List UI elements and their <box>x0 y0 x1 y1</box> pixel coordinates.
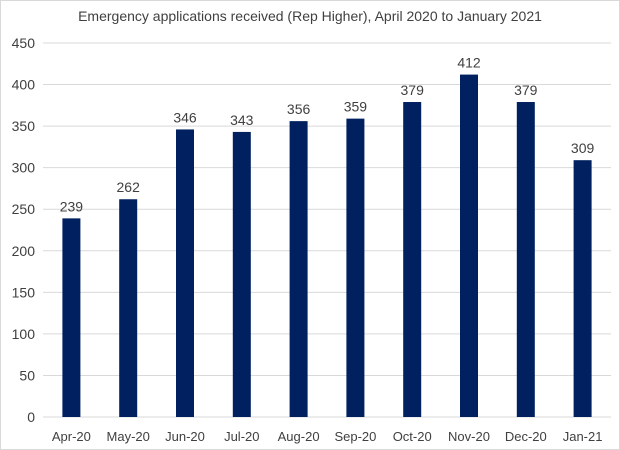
x-tick-label: Aug-20 <box>278 429 320 444</box>
y-tick-label: 200 <box>12 243 36 259</box>
data-label: 239 <box>60 198 84 214</box>
bar-Jun-20 <box>176 129 194 418</box>
y-tick-label: 150 <box>12 284 36 300</box>
y-tick-label: 400 <box>12 77 36 93</box>
bar-Aug-20 <box>289 121 308 417</box>
y-tick-label: 350 <box>12 118 36 134</box>
data-label: 412 <box>457 55 481 71</box>
chart-title: Emergency applications received (Rep Hig… <box>78 8 542 24</box>
x-tick-label: Jul-20 <box>224 429 259 444</box>
bar-May-20 <box>119 199 138 417</box>
x-axis: Apr-20 May-20 Jun-20 Jul-20 Aug-20 Sep-20 Oct-… <box>52 429 603 444</box>
y-tick-label: 300 <box>12 160 36 176</box>
data-label: 356 <box>287 101 311 117</box>
data-label: 379 <box>401 82 425 98</box>
data-label: 262 <box>117 179 141 195</box>
x-tick-label: May-20 <box>107 429 150 444</box>
y-tick-label: 100 <box>12 326 36 342</box>
bar-Dec-20 <box>516 102 535 418</box>
data-label: 346 <box>173 109 197 125</box>
x-tick-label: Apr-20 <box>52 429 91 444</box>
x-tick-label: Jun-20 <box>165 429 205 444</box>
data-labels: 239 262 346 343 356 359 379 412 379 309 <box>60 55 595 215</box>
x-tick-label: Sep-20 <box>334 429 376 444</box>
x-tick-label: Jan-21 <box>563 429 603 444</box>
bar-Jan-21 <box>573 160 592 418</box>
bars <box>62 74 592 418</box>
data-label: 309 <box>571 140 595 156</box>
bar-Nov-20 <box>460 74 478 418</box>
bar-Jul-20 <box>232 131 251 417</box>
bar-Oct-20 <box>403 102 422 418</box>
y-axis: 0 50 100 150 200 250 300 350 400 450 <box>12 35 36 425</box>
x-tick-label: Nov-20 <box>448 429 490 444</box>
y-tick-label: 250 <box>12 201 36 217</box>
data-label: 379 <box>514 82 538 98</box>
y-tick-label: 50 <box>19 367 35 383</box>
y-tick-label: 0 <box>27 409 35 425</box>
gridlines <box>43 42 611 418</box>
bar-Sep-20 <box>346 118 365 418</box>
x-tick-label: Dec-20 <box>505 429 547 444</box>
data-label: 359 <box>344 99 368 115</box>
x-tick-label: Oct-20 <box>393 429 432 444</box>
bar-Apr-20 <box>62 218 81 417</box>
data-label: 343 <box>230 112 254 128</box>
y-tick-label: 450 <box>12 35 36 51</box>
